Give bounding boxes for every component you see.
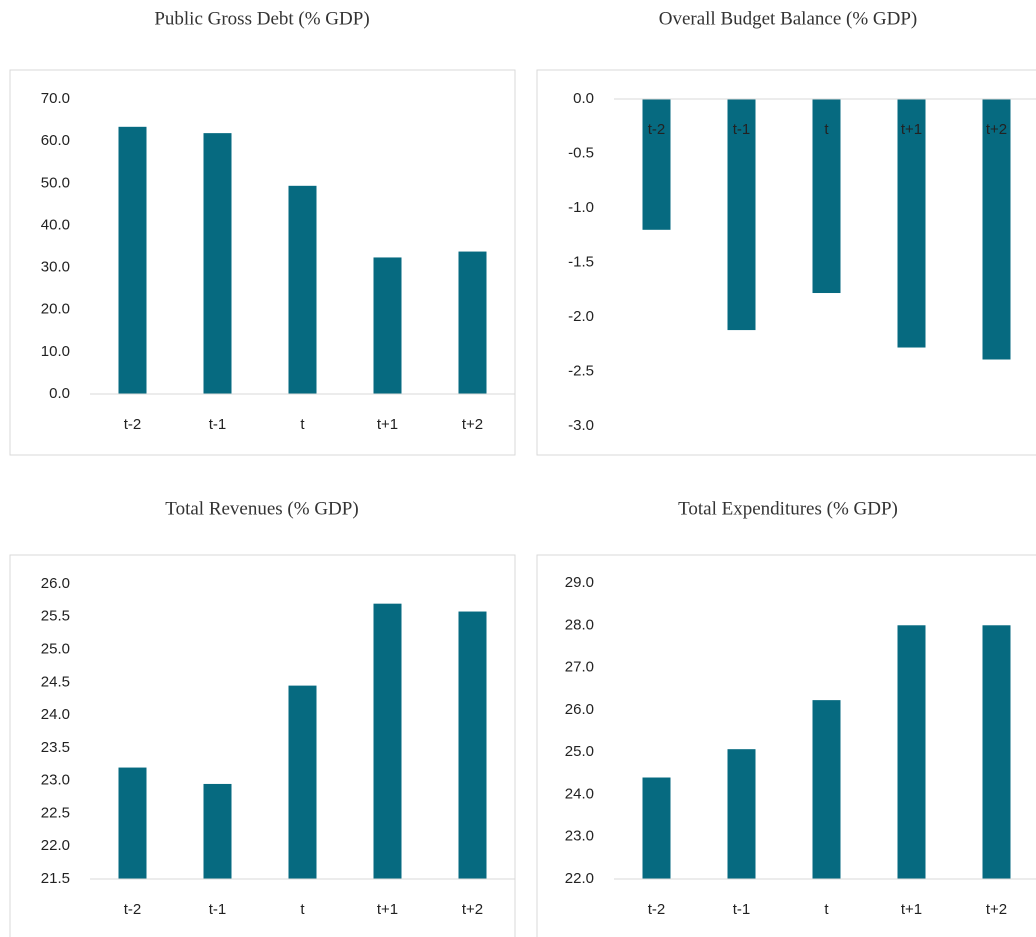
x-tick-label: t+2 bbox=[986, 121, 1007, 138]
x-tick-label: t-1 bbox=[209, 901, 227, 918]
panel-border bbox=[9, 554, 516, 937]
bar bbox=[642, 99, 671, 230]
x-tick-label: t+2 bbox=[462, 901, 483, 918]
y-tick-label: 60.0 bbox=[41, 132, 70, 149]
bar bbox=[727, 99, 756, 331]
bar bbox=[288, 185, 317, 394]
x-tick-label: t-2 bbox=[124, 416, 142, 433]
y-tick-label: 70.0 bbox=[41, 90, 70, 107]
bar bbox=[118, 126, 147, 395]
bar bbox=[982, 625, 1011, 879]
y-tick-label: 10.0 bbox=[41, 343, 70, 360]
x-tick-label: t-2 bbox=[648, 901, 666, 918]
y-tick-label: 24.0 bbox=[565, 785, 594, 802]
y-tick-label: 30.0 bbox=[41, 259, 70, 276]
x-tick-label: t+1 bbox=[901, 901, 922, 918]
y-tick-label: 20.0 bbox=[41, 301, 70, 318]
y-tick-label: -1.0 bbox=[568, 199, 594, 216]
y-tick-label: 21.5 bbox=[41, 870, 70, 887]
x-tick-label: t-2 bbox=[648, 121, 666, 138]
chart-panel: Total Revenues (% GDP) 21.5 22.0 22.5 23.0 23… bbox=[9, 498, 516, 937]
bar bbox=[288, 685, 317, 879]
bar bbox=[897, 625, 926, 879]
x-tick-label: t+2 bbox=[462, 416, 483, 433]
y-tick-label: 23.0 bbox=[565, 828, 594, 845]
bar bbox=[812, 700, 841, 879]
bar bbox=[118, 767, 147, 879]
bar bbox=[897, 99, 926, 348]
y-tick-label: 26.0 bbox=[41, 575, 70, 592]
y-tick-label: 0.0 bbox=[573, 90, 594, 107]
bar bbox=[458, 251, 487, 394]
panel-border bbox=[536, 554, 1036, 937]
chart-title: Overall Budget Balance (% GDP) bbox=[659, 8, 918, 29]
x-tick-label: t-2 bbox=[124, 901, 142, 918]
panel-border bbox=[9, 69, 516, 456]
y-tick-label: 27.0 bbox=[565, 659, 594, 676]
y-tick-label: 50.0 bbox=[41, 174, 70, 191]
y-tick-label: 22.0 bbox=[41, 837, 70, 854]
y-tick-label: 23.5 bbox=[41, 739, 70, 756]
chart-title: Public Gross Debt (% GDP) bbox=[154, 8, 369, 29]
y-tick-label: -3.0 bbox=[568, 417, 594, 434]
y-tick-label: 25.0 bbox=[41, 641, 70, 658]
y-tick-label: 25.5 bbox=[41, 608, 70, 625]
chart-panel: Public Gross Debt (% GDP) 0.0 10.0 20.0 30.0… bbox=[9, 8, 516, 456]
bar bbox=[373, 257, 402, 394]
y-tick-label: -0.5 bbox=[568, 144, 594, 161]
x-tick-label: t+2 bbox=[986, 901, 1007, 918]
y-tick-label: 24.5 bbox=[41, 673, 70, 690]
panel-border bbox=[536, 69, 1036, 456]
bar bbox=[727, 749, 756, 879]
x-tick-label: t-1 bbox=[733, 901, 751, 918]
y-tick-label: 40.0 bbox=[41, 216, 70, 233]
x-tick-label: t+1 bbox=[377, 416, 398, 433]
y-tick-label: 0.0 bbox=[49, 385, 70, 402]
bar bbox=[642, 777, 671, 879]
y-tick-label: -2.5 bbox=[568, 362, 594, 379]
y-tick-label: -2.0 bbox=[568, 308, 594, 325]
x-tick-label: t bbox=[300, 901, 305, 918]
x-tick-label: t-1 bbox=[209, 416, 227, 433]
x-tick-label: t bbox=[824, 121, 829, 138]
bar bbox=[203, 133, 232, 394]
y-tick-label: 29.0 bbox=[565, 574, 594, 591]
y-tick-label: 28.0 bbox=[565, 616, 594, 633]
x-tick-label: t-1 bbox=[733, 121, 751, 138]
chart-title: Total Revenues (% GDP) bbox=[165, 498, 358, 519]
y-tick-label: 25.0 bbox=[565, 743, 594, 760]
x-tick-label: t bbox=[824, 901, 829, 918]
chart-title: Total Expenditures (% GDP) bbox=[678, 498, 898, 519]
y-tick-label: 22.5 bbox=[41, 804, 70, 821]
bar bbox=[373, 603, 402, 879]
x-tick-label: t+1 bbox=[901, 121, 922, 138]
y-tick-label: -1.5 bbox=[568, 253, 594, 270]
y-tick-label: 23.0 bbox=[41, 772, 70, 789]
chart-panel: Overall Budget Balance (% GDP) 0.0 -0.5 -1.… bbox=[536, 8, 1036, 456]
x-tick-label: t+1 bbox=[377, 901, 398, 918]
bar bbox=[982, 99, 1011, 360]
bar bbox=[812, 99, 841, 294]
bar bbox=[203, 783, 232, 879]
y-tick-label: 26.0 bbox=[565, 701, 594, 718]
chart-panel: Total Expenditures (% GDP) 22.0 23.0 24.0 25… bbox=[536, 498, 1036, 937]
x-tick-label: t bbox=[300, 416, 305, 433]
bar bbox=[458, 611, 487, 879]
y-tick-label: 22.0 bbox=[565, 870, 594, 887]
y-tick-label: 24.0 bbox=[41, 706, 70, 723]
